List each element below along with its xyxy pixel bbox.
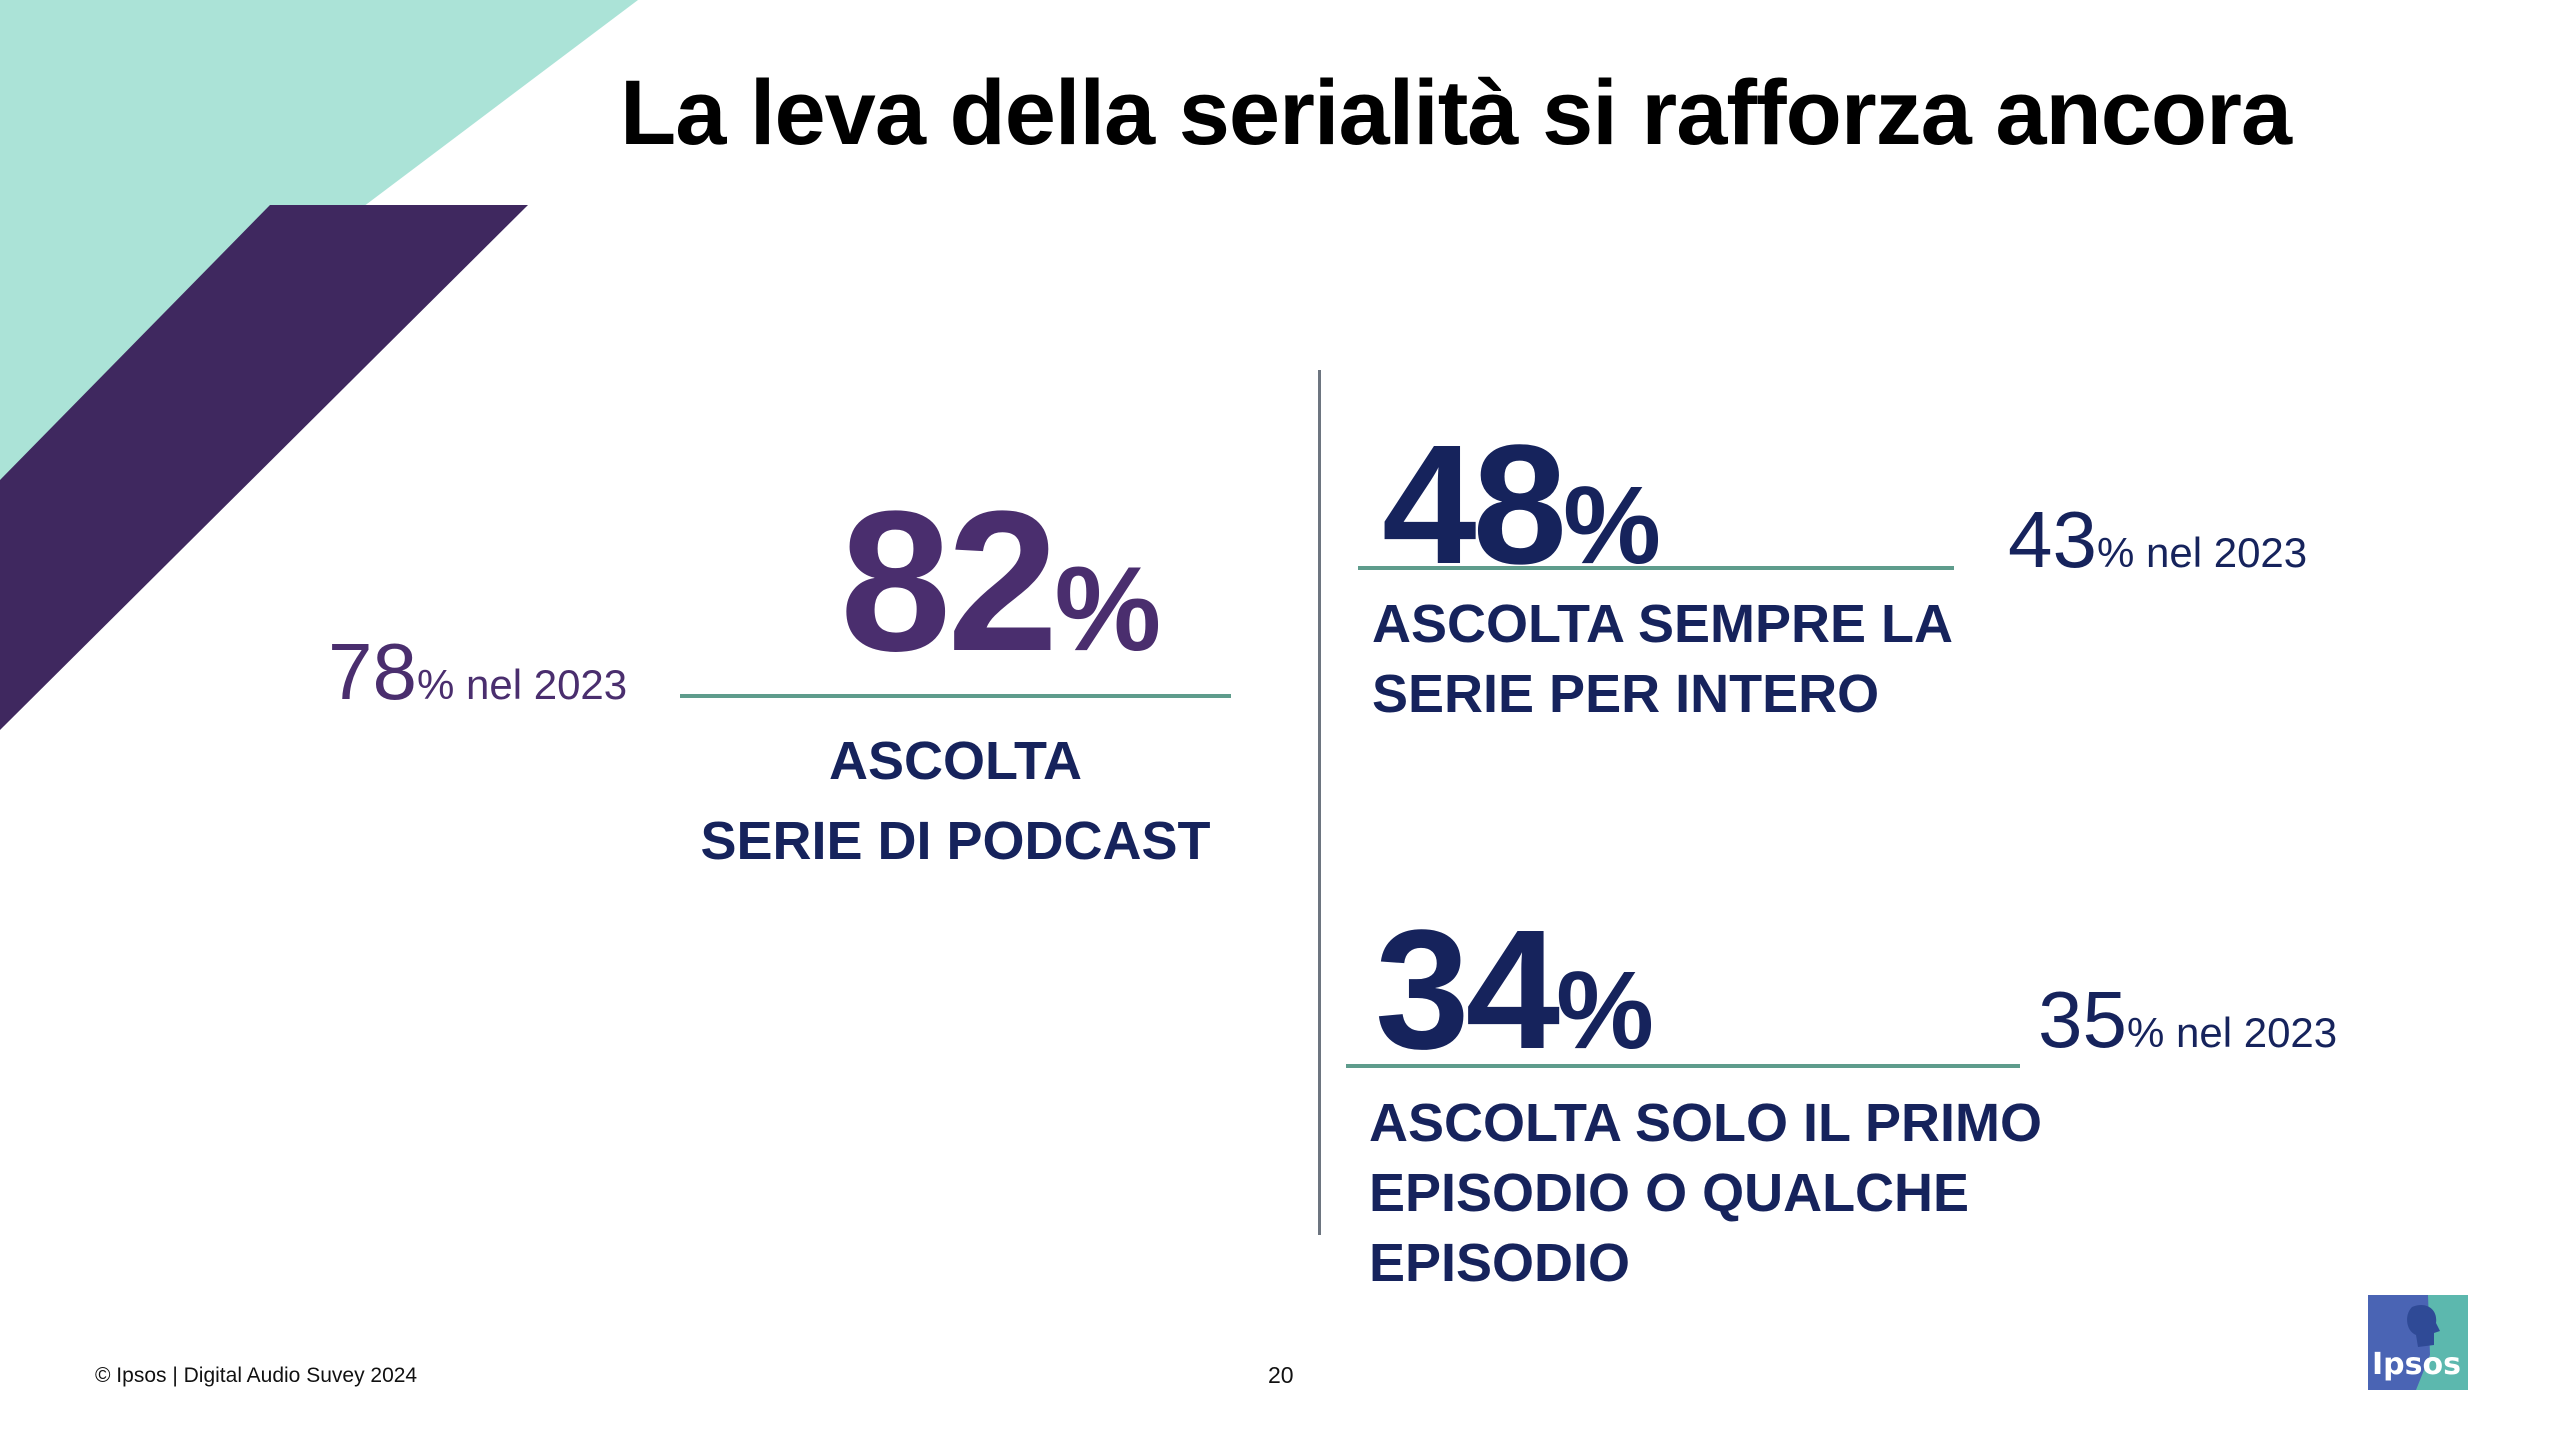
first-label: ASCOLTA SOLO IL PRIMO EPISODIO O QUALCHE… xyxy=(1369,1088,2042,1298)
full-stat-value: 48 xyxy=(1382,410,1567,600)
first-prev-year: 35% nel 2023 xyxy=(2038,980,2337,1060)
first-divider xyxy=(1346,1064,2020,1068)
series-prev-text: % nel 2023 xyxy=(416,661,628,708)
first-label-line1: ASCOLTA SOLO IL PRIMO xyxy=(1369,1093,2042,1153)
series-divider xyxy=(680,694,1231,698)
series-stat-value: 82 xyxy=(840,470,1058,693)
ipsos-logo: Ipsos xyxy=(2368,1295,2468,1390)
first-label-line3: EPISODIO xyxy=(1369,1233,1631,1293)
series-prev-year: 78% nel 2023 xyxy=(328,632,627,712)
slide-title: La leva della serialità si rafforza anco… xyxy=(620,62,2292,164)
first-stat-value: 34 xyxy=(1375,895,1560,1085)
full-label-line2: SERIE PER INTERO xyxy=(1372,664,1880,724)
series-prev-value: 78 xyxy=(328,627,417,716)
ipsos-logo-text: Ipsos xyxy=(2372,1347,2461,1382)
first-prev-value: 35 xyxy=(2038,975,2127,1064)
series-label-line2: SERIE DI PODCAST xyxy=(700,811,1211,871)
footer-copyright: © Ipsos | Digital Audio Suvey 2024 xyxy=(95,1364,418,1387)
full-label: ASCOLTA SEMPRE LA SERIE PER INTERO xyxy=(1372,589,1953,729)
purple-band xyxy=(0,205,528,730)
first-prev-text: % nel 2023 xyxy=(2126,1009,2338,1056)
full-prev-text: % nel 2023 xyxy=(2096,529,2308,576)
series-stat: 82% xyxy=(840,482,1161,682)
full-prev-year: 43% nel 2023 xyxy=(2008,500,2307,580)
series-stat-percent: % xyxy=(1054,542,1162,676)
full-stat: 48% xyxy=(1382,420,1661,590)
vertical-separator xyxy=(1318,370,1321,1235)
full-prev-value: 43 xyxy=(2008,495,2097,584)
first-stat: 34% xyxy=(1375,905,1654,1075)
first-stat-percent: % xyxy=(1556,949,1654,1072)
ipsos-head-icon xyxy=(2407,1295,2468,1390)
full-stat-percent: % xyxy=(1563,464,1661,587)
series-label: ASCOLTA SERIE DI PODCAST xyxy=(680,726,1231,876)
full-divider xyxy=(1358,566,1954,570)
full-label-line1: ASCOLTA SEMPRE LA xyxy=(1372,594,1954,654)
series-label-line1: ASCOLTA xyxy=(829,731,1082,791)
first-label-line2: EPISODIO O QUALCHE xyxy=(1369,1163,1970,1223)
page-number: 20 xyxy=(1268,1362,1294,1388)
